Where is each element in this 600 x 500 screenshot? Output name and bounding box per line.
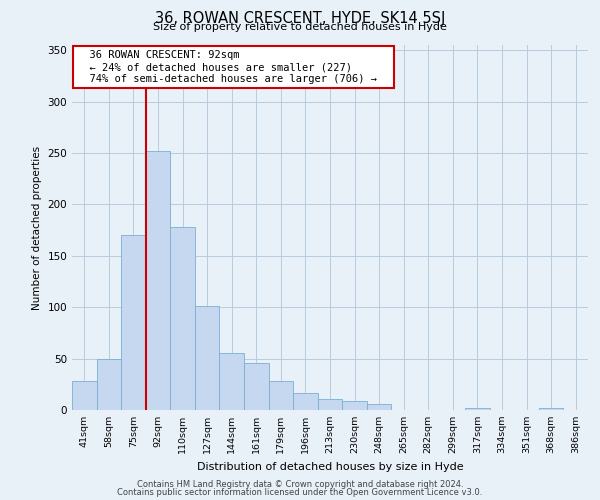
Bar — [244, 362, 269, 410]
Bar — [269, 381, 293, 410]
Bar — [342, 400, 367, 410]
Bar — [539, 408, 563, 410]
Bar — [220, 354, 244, 410]
Bar — [465, 408, 490, 410]
Text: Size of property relative to detached houses in Hyde: Size of property relative to detached ho… — [153, 22, 447, 32]
Bar — [146, 151, 170, 410]
Bar — [97, 358, 121, 410]
Bar — [121, 235, 146, 410]
Text: Contains public sector information licensed under the Open Government Licence v3: Contains public sector information licen… — [118, 488, 482, 497]
Text: 36 ROWAN CRESCENT: 92sqm  
  ← 24% of detached houses are smaller (227)  
  74% : 36 ROWAN CRESCENT: 92sqm ← 24% of detach… — [77, 50, 389, 84]
Bar — [195, 306, 220, 410]
Bar — [293, 392, 318, 410]
Bar — [170, 227, 195, 410]
Bar — [318, 398, 342, 410]
Y-axis label: Number of detached properties: Number of detached properties — [32, 146, 42, 310]
Text: 36, ROWAN CRESCENT, HYDE, SK14 5SJ: 36, ROWAN CRESCENT, HYDE, SK14 5SJ — [155, 11, 445, 26]
Bar — [367, 404, 391, 410]
Text: Contains HM Land Registry data © Crown copyright and database right 2024.: Contains HM Land Registry data © Crown c… — [137, 480, 463, 489]
Bar — [72, 381, 97, 410]
X-axis label: Distribution of detached houses by size in Hyde: Distribution of detached houses by size … — [197, 462, 463, 471]
